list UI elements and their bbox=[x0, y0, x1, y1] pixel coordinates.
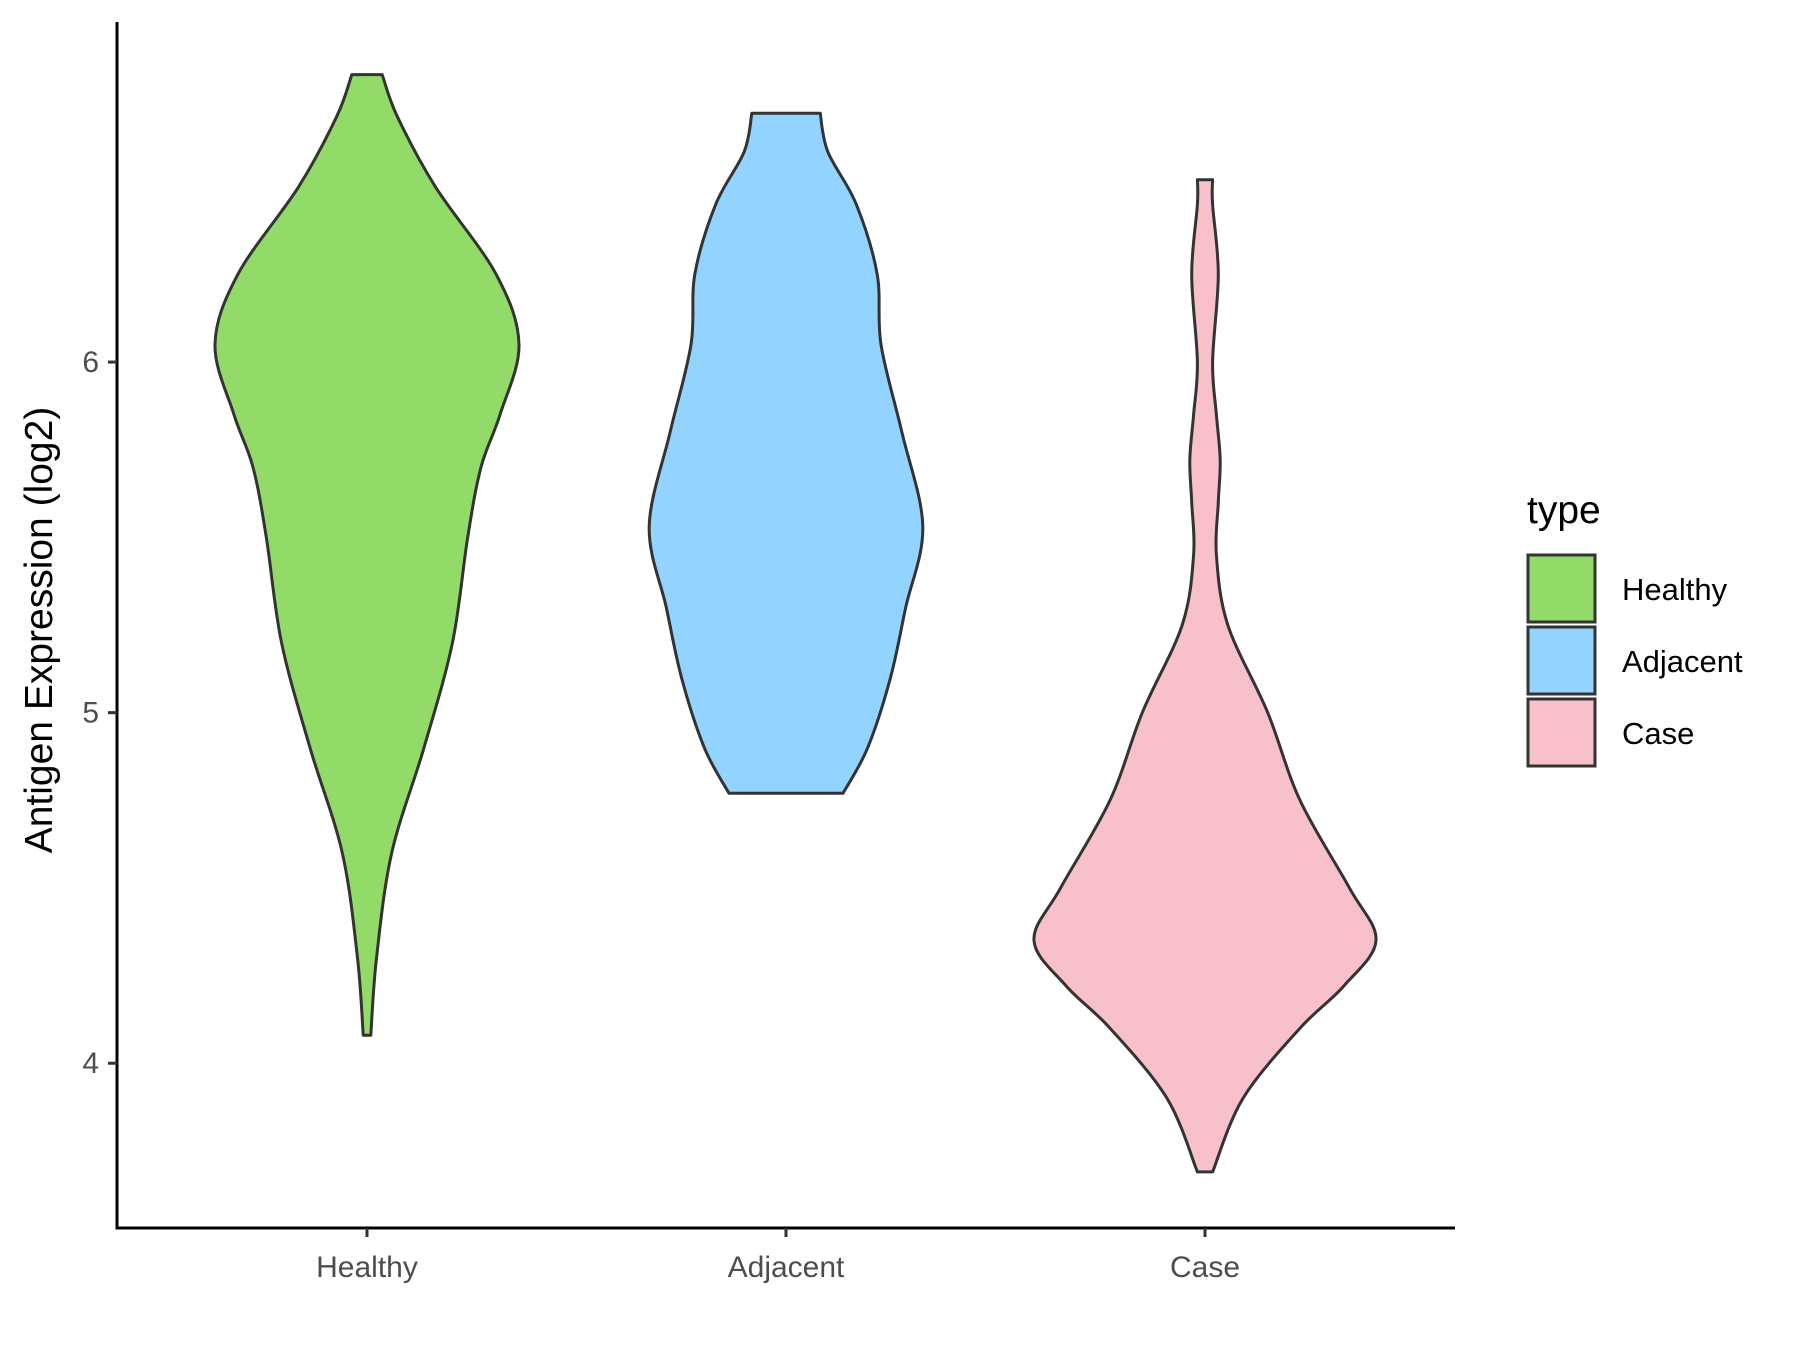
y-tick-label: 6 bbox=[82, 346, 99, 379]
violin-layer bbox=[213, 73, 1378, 1174]
legend-label-healthy: Healthy bbox=[1622, 572, 1728, 607]
legend-label-adjacent: Adjacent bbox=[1622, 644, 1743, 679]
legend-label-case: Case bbox=[1622, 716, 1694, 751]
x-tick-label: Case bbox=[1170, 1251, 1240, 1284]
violin-case bbox=[1032, 178, 1378, 1174]
legend: type Healthy Adjacent Case bbox=[1526, 489, 1743, 768]
legend-swatch-case bbox=[1526, 697, 1597, 768]
y-tick-label: 5 bbox=[82, 697, 99, 730]
x-tick-label: Adjacent bbox=[728, 1251, 845, 1284]
y-tick-label: 4 bbox=[82, 1047, 99, 1080]
legend-title: type bbox=[1527, 489, 1601, 532]
legend-items: Healthy Adjacent Case bbox=[1526, 553, 1743, 768]
violin-adjacent bbox=[647, 111, 925, 795]
legend-swatch-healthy bbox=[1526, 553, 1597, 624]
y-axis: 4 5 6 bbox=[82, 22, 119, 1230]
y-axis-title: Antigen Expression (log2) bbox=[18, 407, 61, 854]
y-ticks: 4 5 6 bbox=[82, 346, 117, 1080]
violin-healthy bbox=[213, 73, 521, 1037]
legend-swatch-adjacent bbox=[1526, 625, 1597, 696]
x-tick-label: Healthy bbox=[316, 1251, 418, 1284]
x-axis: Healthy Adjacent Case bbox=[115, 1226, 1455, 1284]
x-ticks: Healthy Adjacent Case bbox=[316, 1228, 1240, 1284]
